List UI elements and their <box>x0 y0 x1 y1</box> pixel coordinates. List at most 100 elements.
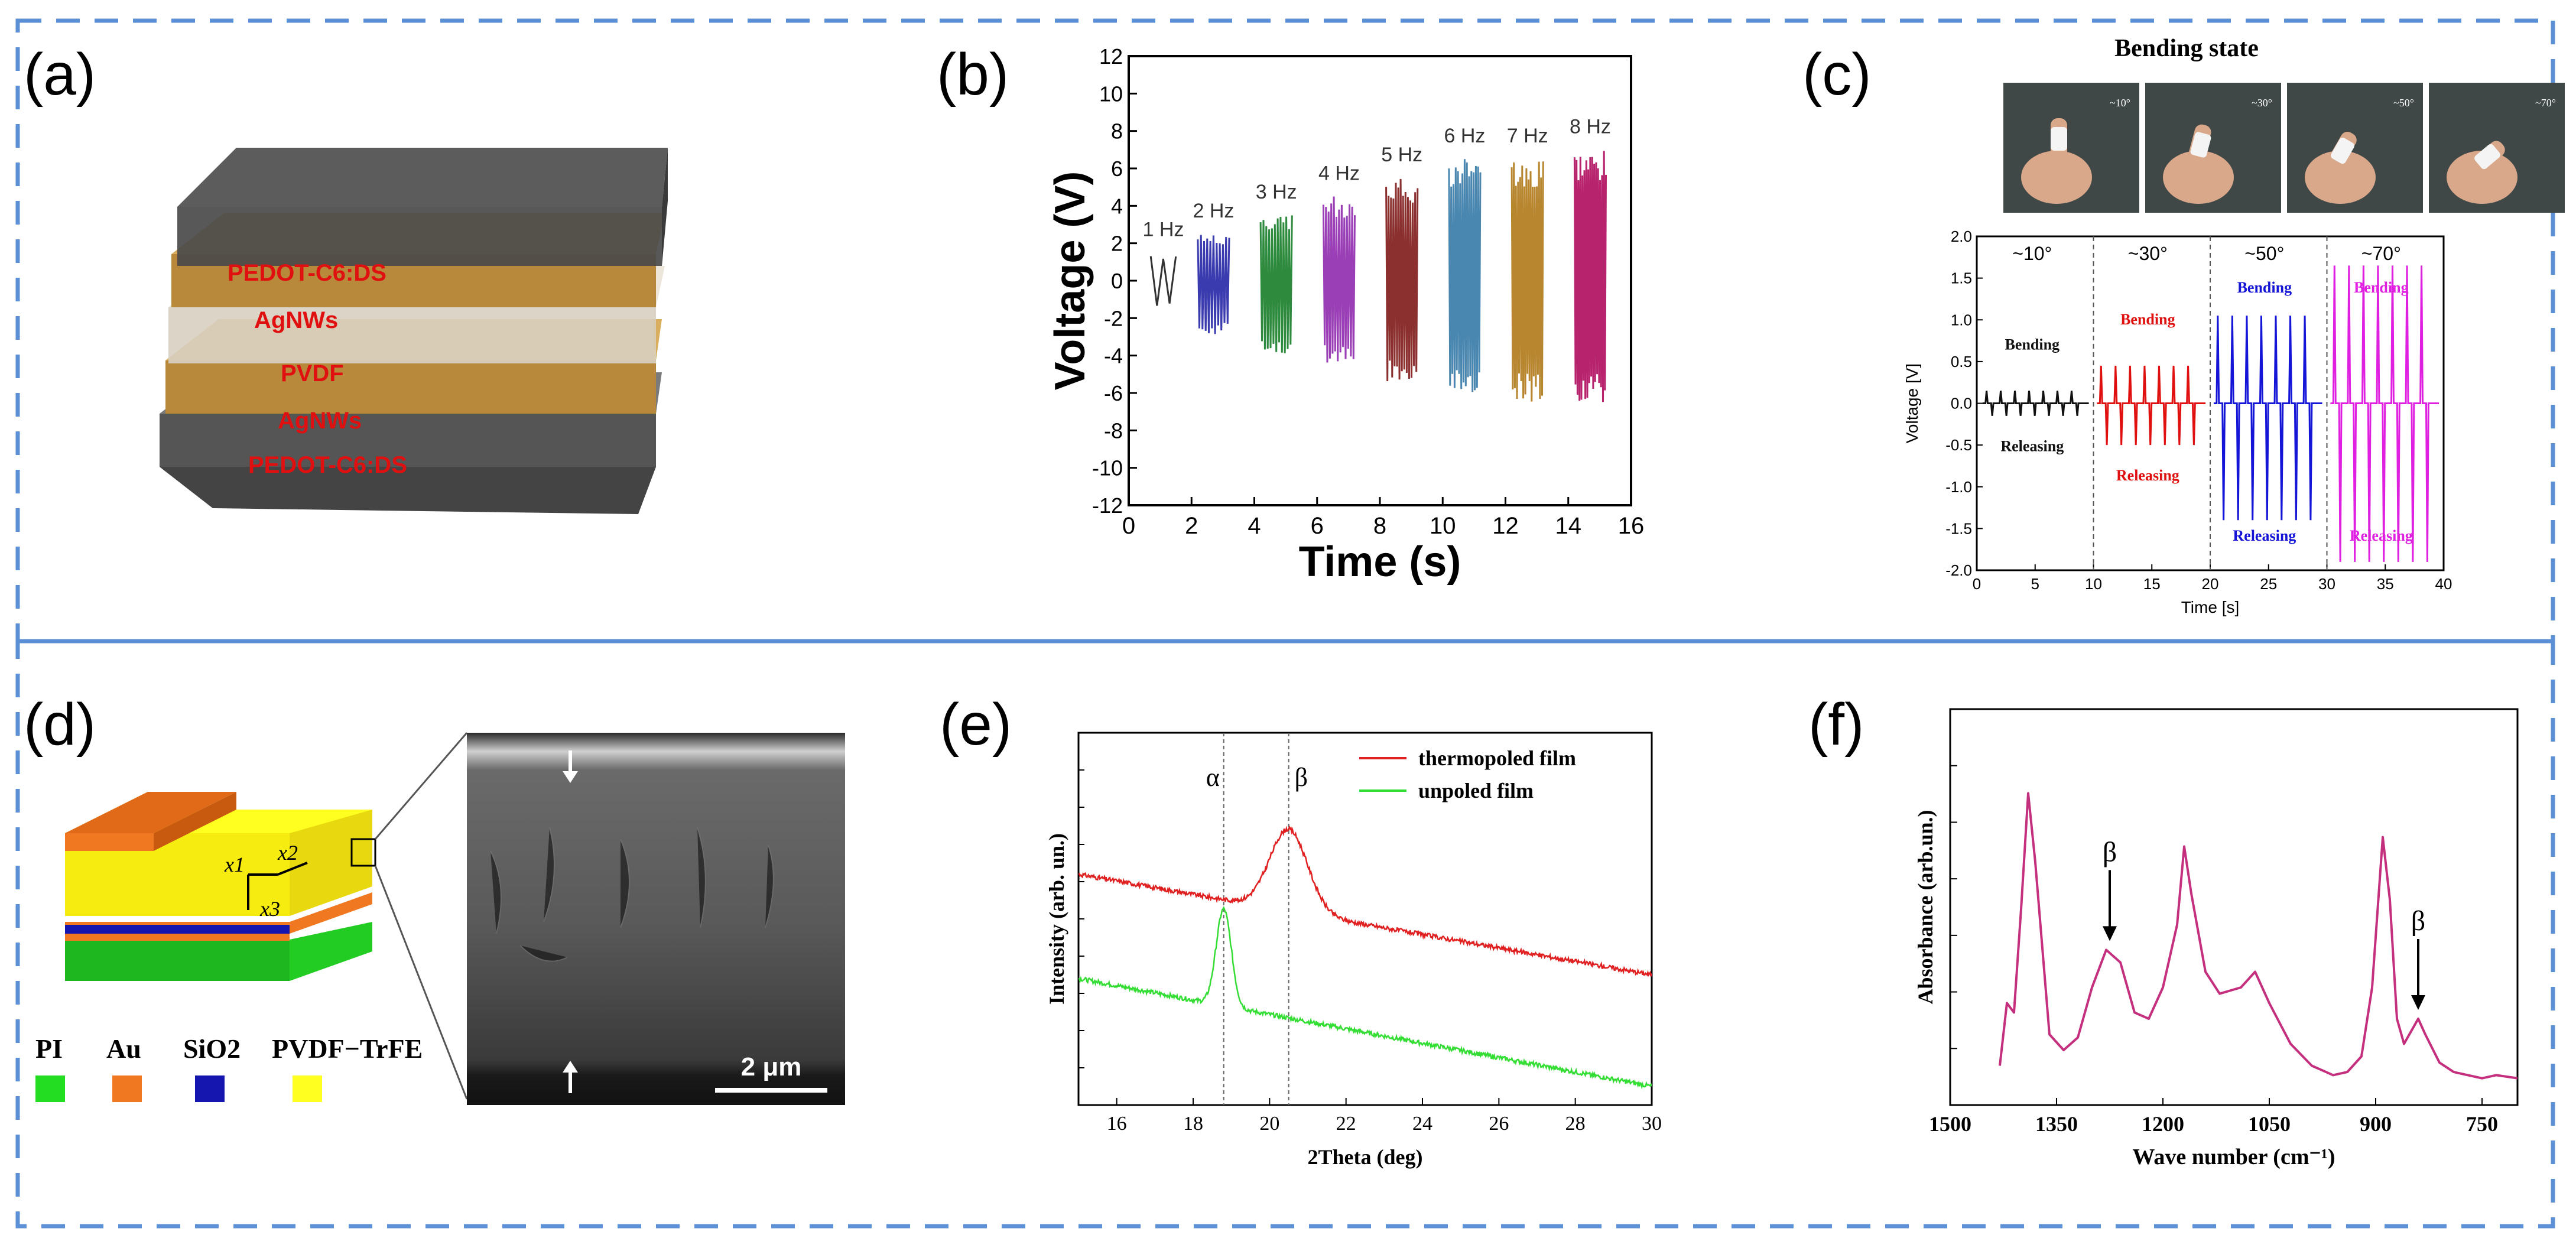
chart-f-ylabel: Absorbance (arb.un.) <box>1914 810 1937 1004</box>
chart-b-series-label: 8 Hz <box>1570 115 1611 138</box>
photo-angle-4: ~70° <box>2535 97 2556 109</box>
chart-c-bending-label: Bending <box>2237 279 2292 296</box>
chart-c-ytick-label: 0.5 <box>1951 353 1972 371</box>
chart-c-bending-label: Bending <box>2005 336 2060 353</box>
chart-c-releasing-label: Releasing <box>2116 467 2179 484</box>
chart-c-xlabel: Time [s] <box>2181 598 2240 616</box>
chart-b-series-label: 6 Hz <box>1444 125 1485 147</box>
chart-c-xtick-label: 35 <box>2377 575 2394 593</box>
chart-b-series-label: 4 Hz <box>1318 163 1360 185</box>
chart-f-marker-arrowhead <box>2411 995 2425 1010</box>
chart-c-ytick-label: 0.0 <box>1951 395 1972 412</box>
chart-c-xtick-label: 30 <box>2318 575 2335 593</box>
chart-f-xtick-label: 750 <box>2466 1112 2498 1136</box>
legend-label-sio2: SiO2 <box>183 1034 241 1064</box>
chart-e: 16 18 20 22 24 26 28 30 2Theta (deg) Intensity (a… <box>1045 732 1662 1169</box>
chart-b-xtick-label: 4 <box>1248 513 1261 539</box>
chart-c-releasing-label: Releasing <box>2350 527 2413 544</box>
axis-label-x3: x3 <box>259 897 280 921</box>
chart-c-angle-label: ~10° <box>2012 243 2052 264</box>
chart-e-xtick-label: 24 <box>1412 1113 1432 1135</box>
axis-label-x1: x1 <box>224 853 245 876</box>
chart-c-segment-line <box>2097 365 2206 446</box>
chart-b-ytick-label: -12 <box>1092 493 1123 518</box>
chart-b-ytick-label: 0 <box>1111 269 1123 293</box>
legend-label-pvdf-trfe: PVDF−TrFE <box>272 1034 423 1064</box>
chart-e-ylabel: Intensity (arb. un.) <box>1045 833 1068 1005</box>
chart-c-ylabel: Voltage [V] <box>1903 363 1921 443</box>
chart-b-series-line <box>1385 178 1419 382</box>
chart-b-series-line <box>1510 161 1544 402</box>
chart-e-plot-area <box>1079 825 1652 1090</box>
chart-e-xlabel: 2Theta (deg) <box>1308 1145 1423 1169</box>
chart-c-xtick-label: 20 <box>2202 575 2219 593</box>
chart-b-xtick-label: 0 <box>1122 513 1135 539</box>
photo-angle-2: ~30° <box>2252 97 2272 109</box>
chart-e-xtick-label: 22 <box>1336 1113 1356 1135</box>
layer-label-pvdf: PVDF <box>281 360 344 386</box>
chart-e-xtick-label: 18 <box>1183 1113 1203 1135</box>
sem-image <box>467 733 845 1105</box>
chart-c-angle-label: ~70° <box>2361 243 2401 264</box>
chart-f-xtick-label: 900 <box>2360 1112 2392 1136</box>
chart-f: 1500 1350 1200 1050 900 750 Wave number (cm⁻¹)… <box>1914 708 2519 1169</box>
chart-e-series-line <box>1079 905 1652 1090</box>
chart-f-frame <box>1949 708 2519 1106</box>
chart-f-plot-area <box>1999 792 2517 1080</box>
chart-b-series-line <box>1149 256 1177 306</box>
chart-b-series-line <box>1448 159 1482 392</box>
photo-angle-1: ~10° <box>2110 97 2130 109</box>
chart-b-ylabel: Voltage (V) <box>1047 171 1094 391</box>
layer-label-agnws-top: AgNWs <box>254 307 338 333</box>
panel-label-f: (f) <box>1808 691 1864 758</box>
chart-f-xtick-label: 1350 <box>2035 1112 2078 1136</box>
chart-f-xtick-label: 1500 <box>1929 1112 1971 1136</box>
chart-b-series-label: 7 Hz <box>1507 125 1548 147</box>
bending-photo-strip <box>2003 83 2565 213</box>
chart-b-xtick-label: 14 <box>1555 513 1582 539</box>
device-diagram <box>65 732 468 1100</box>
chart-c-ytick-label: -2.0 <box>1945 561 1972 579</box>
chart-c: 0 5 10 15 20 25 30 35 40 -2.0 -1.5 -1.0 -0.5 0.0 0.5 1.… <box>1903 228 2452 616</box>
chart-b-xlabel: Time (s) <box>1299 538 1461 586</box>
chart-b: 0 2 4 6 8 10 12 14 16 -12 -10 -8 -6 -4 -2 0 2 4 6 8 10 12 Time… <box>1047 44 1644 586</box>
chart-b-series-line <box>1259 215 1293 353</box>
chart-b-ytick-label: 2 <box>1111 232 1123 256</box>
chart-f-xtick-label: 1050 <box>2248 1112 2291 1136</box>
frame-bottom <box>15 639 2555 1229</box>
axis-label-x2: x2 <box>277 841 298 865</box>
chart-b-xtick-label: 12 <box>1492 513 1519 539</box>
chart-e-xtick-label: 20 <box>1259 1113 1279 1135</box>
chart-c-ytick-label: -1.5 <box>1945 519 1972 537</box>
panel-label-a: (a) <box>24 41 96 108</box>
chart-b-ytick-label: -6 <box>1104 381 1123 405</box>
chart-c-angle-label: ~30° <box>2128 243 2168 264</box>
chart-c-releasing-label: Releasing <box>2233 527 2296 544</box>
chart-c-xtick-label: 15 <box>2143 575 2161 593</box>
chart-b-series-label: 5 Hz <box>1381 144 1422 166</box>
panel-label-b: (b) <box>937 41 1009 108</box>
chart-c-bending-label: Bending <box>2354 279 2409 296</box>
chart-c-ytick-label: 1.5 <box>1951 269 1972 287</box>
chart-b-ytick-label: -10 <box>1092 456 1123 480</box>
chart-c-ytick-label: -0.5 <box>1945 436 1972 454</box>
chart-b-ytick-label: 12 <box>1099 44 1123 69</box>
chart-f-series-line <box>1999 792 2517 1080</box>
chart-c-xtick-label: 25 <box>2260 575 2277 593</box>
chart-b-series-line <box>1573 151 1607 402</box>
layer-label-pedot-top: PEDOT-C6:DS <box>228 260 386 286</box>
photo-angle-3: ~50° <box>2393 97 2414 109</box>
chart-c-releasing-label: Releasing <box>2000 438 2064 455</box>
legend-label-pi: PI <box>35 1034 63 1064</box>
chart-e-marker-label: β <box>1295 763 1308 792</box>
panel-label-c: (c) <box>1802 41 1872 108</box>
chart-b-ytick-label: 4 <box>1111 194 1123 218</box>
legend-label-au: Au <box>106 1034 141 1064</box>
chart-b-ytick-label: -4 <box>1104 344 1123 368</box>
chart-e-legend-label: thermopoled film <box>1418 746 1576 770</box>
chart-f-xtick-label: 1200 <box>2142 1112 2184 1136</box>
chart-e-xtick-label: 26 <box>1489 1113 1509 1135</box>
chart-b-xtick-label: 10 <box>1430 513 1456 539</box>
chart-b-ytick-label: 10 <box>1099 82 1123 106</box>
